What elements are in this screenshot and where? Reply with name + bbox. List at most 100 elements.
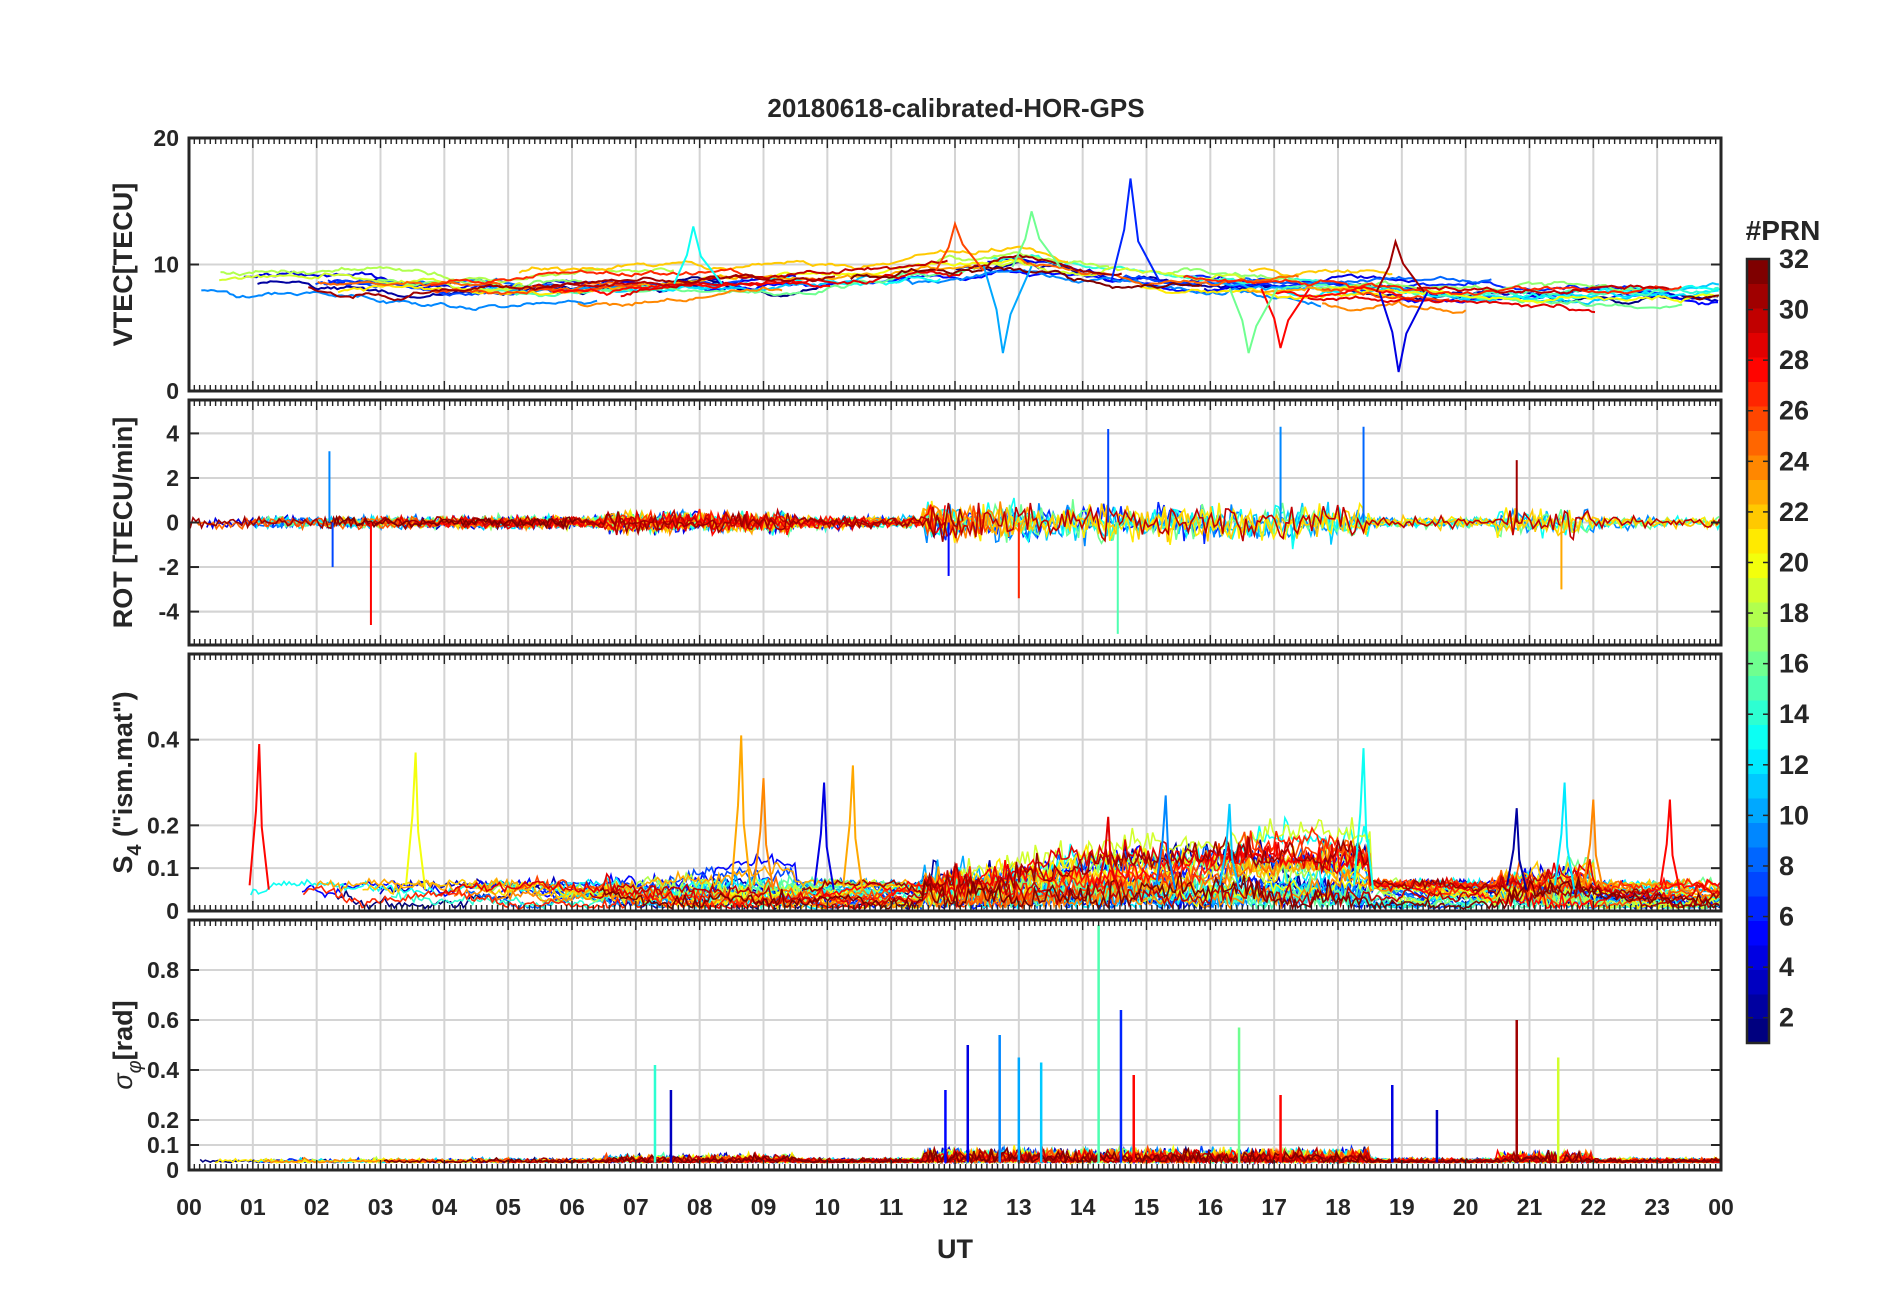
- series-s4: [248, 735, 1721, 911]
- y-axis-label: VTEC[TECU]: [108, 183, 138, 347]
- colorbar-segment: [1747, 259, 1769, 284]
- y-tick-label: 0.1: [147, 1132, 179, 1158]
- vtec-event-prn-31: [1375, 238, 1426, 293]
- s4-peak-prn-28: [1659, 799, 1681, 890]
- x-tick-label: 18: [1325, 1194, 1351, 1220]
- s4-peak-prn-24: [1582, 799, 1604, 890]
- y-tick-label: -4: [159, 599, 180, 625]
- chart-title: 20180618-calibrated-HOR-GPS: [767, 93, 1144, 123]
- series-line-prn-32: [599, 872, 1720, 911]
- colorbar-segment: [1747, 847, 1769, 872]
- series-vtec: [201, 178, 1721, 373]
- vtec-event-prn-6: [1110, 178, 1161, 282]
- colorbar-tick-label: 10: [1779, 800, 1809, 830]
- colorbar-tick-label: 6: [1779, 902, 1794, 932]
- y-axis-label-sub: 4: [124, 844, 146, 856]
- y-tick-label: 10: [153, 252, 179, 278]
- y-tick-label: 2: [166, 465, 179, 491]
- y-tick-label: 4: [166, 420, 179, 446]
- y-tick-label: 0: [166, 510, 179, 536]
- panel-rot: -4 -2 0 2 4 ROT [TECU/min]: [108, 398, 1723, 647]
- s4-peak-prn-29: [1097, 816, 1119, 890]
- colorbar-tick-label: 14: [1779, 699, 1809, 729]
- y-tick-labels: -4 -2 0 2 4: [159, 420, 1721, 625]
- colorbar-tick-label: 20: [1779, 547, 1809, 577]
- colorbar-segment: [1747, 430, 1769, 456]
- series-line-prn-28: [1274, 285, 1403, 299]
- s4-peak-prn-9: [1155, 795, 1177, 890]
- s4-peak-prn-24: [752, 778, 775, 890]
- colorbar-segment: [1747, 553, 1769, 578]
- series-line-prn-9: [880, 269, 1322, 308]
- colorbar-segment: [1747, 308, 1769, 333]
- y-tick-label: 0.8: [147, 957, 179, 983]
- series-line-prn-22: [518, 245, 1069, 274]
- y-tick-label: 0.1: [147, 855, 179, 881]
- series-line-prn-17: [377, 278, 582, 290]
- series-line-prn-30: [1416, 284, 1670, 295]
- s4-peak-prn-20: [405, 752, 427, 890]
- colorbar-segment: [1747, 920, 1769, 946]
- series-rot: [189, 426, 1721, 634]
- x-tick-label: 00: [176, 1194, 202, 1220]
- colorbar-segment: [1747, 945, 1769, 970]
- series-line-prn-25: [317, 280, 618, 292]
- x-tick-label: 09: [751, 1194, 777, 1220]
- panel-s4: 00.10.20.4S4 ("ism.mat"): [108, 652, 1723, 924]
- series-line-prn-8: [1194, 275, 1492, 285]
- y-tick-label: 0.4: [147, 1057, 179, 1083]
- colorbar-tick-label: 22: [1779, 497, 1809, 527]
- colorbar-tick-label: 8: [1779, 851, 1794, 881]
- series-line-prn-23: [1246, 284, 1394, 294]
- colorbar-segment: [1747, 332, 1769, 358]
- colorbar-tick-label: 2: [1779, 1003, 1794, 1033]
- x-tick-label: 06: [559, 1194, 585, 1220]
- colorbar-label: #PRN: [1746, 215, 1821, 246]
- y-axis-label-main: S: [108, 856, 138, 874]
- colorbar-segment: [1747, 357, 1769, 382]
- series-line-prn-16: [1468, 295, 1683, 310]
- colorbar-segment: [1747, 455, 1769, 480]
- series-line-prn-9: [201, 288, 598, 312]
- series-line-prn-6: [1180, 274, 1670, 295]
- colorbar-segment: [1747, 871, 1769, 897]
- x-tick-label: 05: [495, 1194, 521, 1220]
- x-tick-label: 23: [1644, 1194, 1670, 1220]
- s4-peak-prn-11: [1218, 803, 1241, 890]
- x-minor-ticks: [188, 654, 1722, 911]
- x-tick-label: 19: [1389, 1194, 1415, 1220]
- colorbar-segment: [1747, 969, 1769, 995]
- y-tick-label: 0.4: [147, 727, 179, 753]
- series-sigma_phi: [199, 925, 1721, 1166]
- colorbar-segment: [1747, 773, 1769, 799]
- series-line-prn-27: [1183, 274, 1682, 296]
- colorbar-segment: [1747, 504, 1769, 529]
- colorbar-segment: [1747, 406, 1769, 431]
- x-tick-label: 03: [368, 1194, 394, 1220]
- series-line-prn-32: [327, 514, 576, 531]
- series-line-prn-27: [430, 267, 760, 287]
- s4-peak-prn-2: [1506, 808, 1528, 890]
- panel-vtec: 0 10 20 VTEC[TECU]: [108, 125, 1723, 404]
- series-line-prn-24: [577, 286, 783, 308]
- vtec-event-prn-13: [673, 226, 723, 285]
- x-minor-ticks: [188, 400, 1722, 645]
- series-line-prn-22: [325, 503, 1720, 543]
- x-tick-label: 21: [1517, 1194, 1543, 1220]
- x-tick-label: 11: [879, 1194, 904, 1220]
- series-line-prn-32: [1683, 294, 1719, 301]
- x-tick-label: 16: [1198, 1194, 1224, 1220]
- vtec-event-prn-10: [982, 265, 1033, 354]
- x-tick-label: 13: [1006, 1194, 1032, 1220]
- series-line-prn-26: [1321, 287, 1450, 302]
- y-axis-label: σφ[rad]: [108, 1000, 146, 1089]
- colorbar-frame: [1745, 257, 1771, 1045]
- series-line-prn-31: [968, 254, 1123, 277]
- colorbar-segment: [1747, 626, 1769, 652]
- colorbar-tick-label: 32: [1779, 244, 1809, 274]
- colorbar-tick-label: 12: [1779, 750, 1809, 780]
- colorbar-segment: [1747, 381, 1769, 407]
- colorbar-tick-label: 26: [1779, 396, 1809, 426]
- s4-peak-prn-12: [1554, 782, 1576, 890]
